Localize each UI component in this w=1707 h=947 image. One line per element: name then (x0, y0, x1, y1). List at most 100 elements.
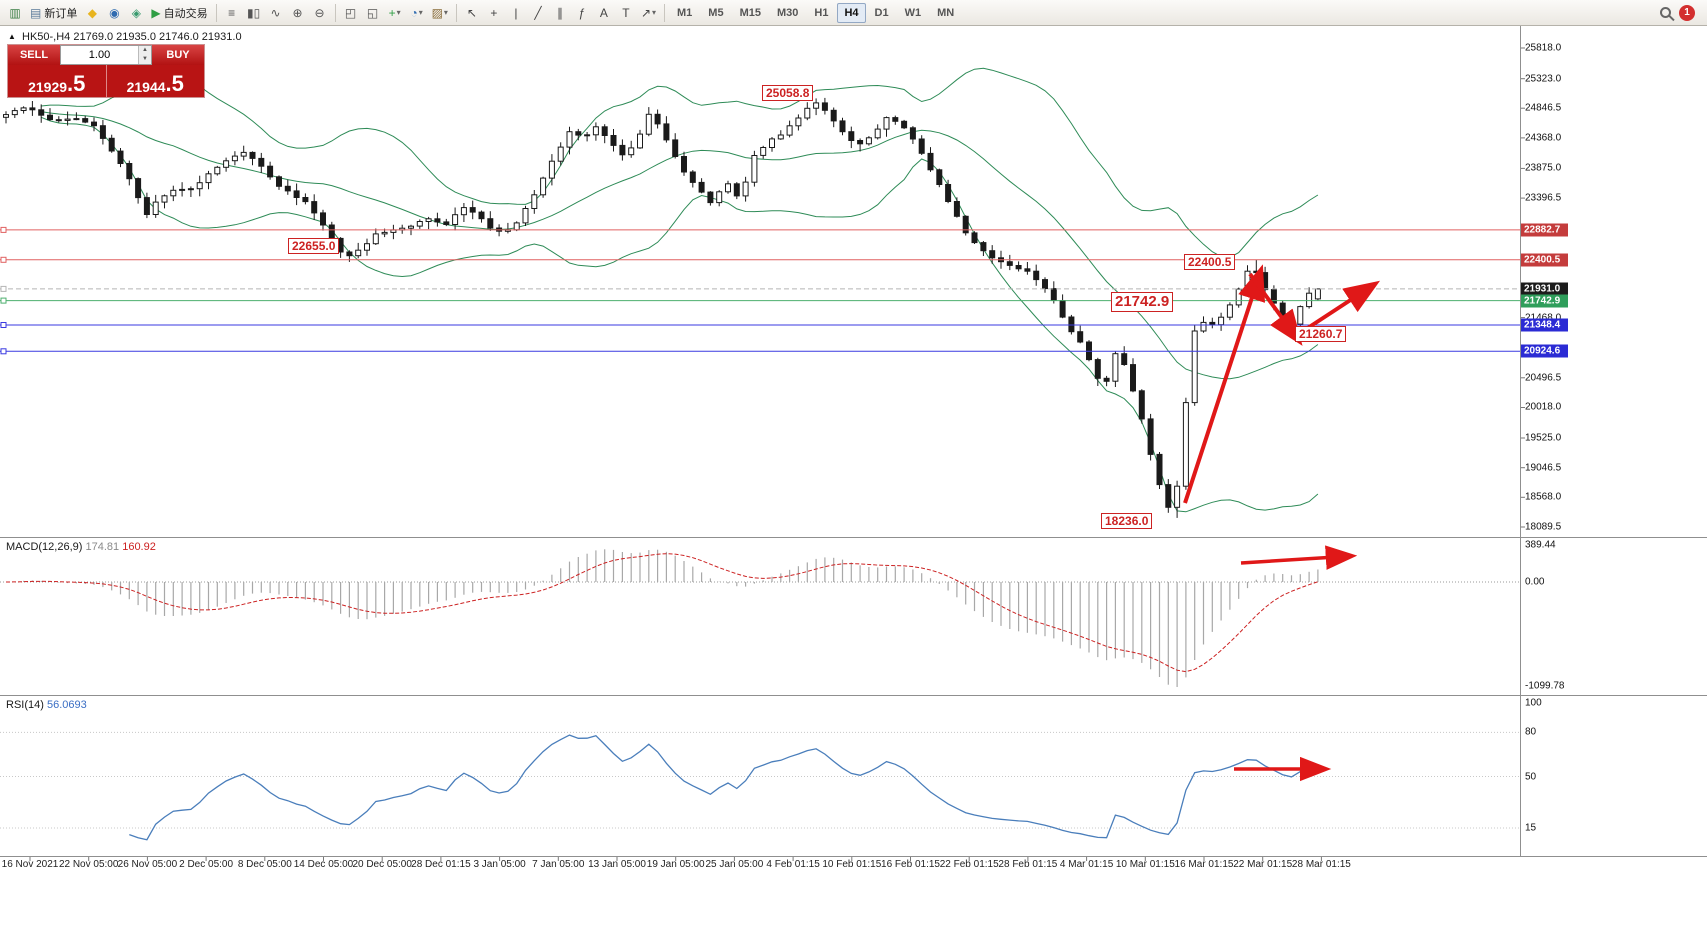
zoom-out-icon[interactable]: ⊖ (310, 3, 330, 23)
zoom-buttons: ⊕ ⊖ (287, 3, 331, 23)
text-tool-icon[interactable]: A (594, 3, 614, 23)
text-tool-icon: A (599, 5, 608, 20)
time-axis-separator (0, 856, 1707, 857)
autotrade-icon: ▶ (151, 5, 161, 20)
periods-button[interactable]: ◔ ▾ (407, 3, 427, 23)
timeframe-h4[interactable]: H4 (837, 2, 866, 23)
rsi-value: 56.0693 (46, 699, 87, 711)
macd-panel-separator[interactable] (0, 537, 1707, 538)
line-chart-icon[interactable]: ∿ (266, 3, 286, 23)
tile-windows-icon[interactable]: ◰ (341, 3, 361, 23)
toolbar-separator (664, 3, 666, 22)
macd-name: MACD(12,26,9) (6, 541, 83, 553)
fibonacci-tool-icon: ƒ (578, 5, 586, 20)
macd-indicator-label: MACD(12,26,9) 174.81 160.92 (6, 541, 156, 553)
sell-price-main: 21929 (28, 79, 68, 95)
new-chart-icon: ▥ (9, 5, 21, 20)
vertical-line-tool-icon[interactable]: | (506, 3, 526, 23)
new-order-button[interactable]: ▤ 新订单 (27, 3, 80, 23)
toolbar-separator (455, 3, 457, 22)
price-scale-separator (1520, 26, 1521, 856)
buy-price-main: 21944 (126, 79, 166, 95)
zoom-out-icon: ⊖ (314, 5, 325, 20)
arrows-tool-icon[interactable]: ↗ ▾ (638, 3, 659, 23)
sell-button[interactable]: SELL (8, 45, 60, 65)
crosshair-tool-icon[interactable]: + (484, 3, 504, 23)
window-buttons: ◰ ◱ (340, 3, 384, 23)
timeframe-mn[interactable]: MN (937, 6, 955, 19)
cursor-tool-icon: ↖ (466, 5, 477, 20)
timeframe-m15[interactable]: M15 (739, 6, 761, 19)
cascade-windows-icon[interactable]: ◱ (363, 3, 383, 23)
fibonacci-tool-icon[interactable]: ƒ (572, 3, 592, 23)
chart-type-buttons: ≡ ▮▯ ∿ (221, 3, 287, 23)
one-click-trading-panel: SELL ▲ ▼ BUY 21929 .5 21944 .5 (8, 45, 204, 97)
timeframe-m1[interactable]: M1 (677, 6, 693, 19)
line-study-buttons: ↖ + | ╱ ∥ ƒ A T ↗ ▾ (461, 3, 660, 23)
buy-button[interactable]: BUY (152, 45, 204, 65)
lot-size-input[interactable] (61, 46, 138, 64)
indicators-icon: + (388, 5, 396, 20)
trade-panel-top-row: SELL ▲ ▼ BUY (8, 45, 204, 65)
rsi-indicator-label: RSI(14) 56.0693 (6, 699, 87, 711)
trendline-tool-icon[interactable]: ╱ (528, 3, 548, 23)
dropdown-caret-icon: ▾ (443, 8, 448, 17)
timeframe-m5[interactable]: M5 (708, 6, 724, 19)
label-tool-icon[interactable]: T (616, 3, 636, 23)
zoom-in-icon[interactable]: ⊕ (288, 3, 308, 23)
rsi-name: RSI(14) (6, 699, 44, 711)
search-icon[interactable] (1660, 7, 1671, 18)
bar-chart-icon: ≡ (228, 5, 236, 20)
timeframe-d1[interactable]: D1 (874, 6, 889, 19)
dropdown-caret-icon: ▾ (418, 8, 423, 17)
zoom-in-icon: ⊕ (292, 5, 303, 20)
lot-decrease-button[interactable]: ▼ (139, 55, 151, 64)
macd-value-1: 174.81 (85, 541, 120, 553)
buy-price-display[interactable]: 21944 .5 (105, 65, 204, 97)
timeframe-w1[interactable]: W1 (904, 6, 922, 19)
bar-chart-icon[interactable]: ≡ (222, 3, 242, 23)
cascade-windows-icon: ◱ (366, 5, 379, 20)
arrows-tool-icon: ↗ (640, 5, 651, 20)
market-icon: ◈ (131, 5, 141, 20)
market-icon[interactable]: ◈ (126, 3, 146, 23)
sell-price-display[interactable]: 21929 .5 (8, 65, 106, 97)
rsi-panel-separator[interactable] (0, 695, 1707, 696)
toolbar-separator (334, 3, 336, 22)
dropdown-caret-icon: ▾ (652, 8, 657, 17)
new-order-label: 新订单 (44, 7, 78, 20)
dropdown-buttons: + ▾ ◔ ▾ ▨ ▾ (384, 3, 452, 23)
timeframe-m30[interactable]: M30 (776, 6, 799, 19)
lot-size-box: ▲ ▼ (60, 45, 152, 65)
vertical-line-tool-icon: | (514, 5, 518, 20)
toolbar-separator (215, 3, 217, 22)
toolbar-right-group: 1 (1660, 4, 1703, 21)
crosshair-tool-icon: + (490, 5, 498, 20)
community-icon[interactable]: ◉ (104, 3, 124, 23)
timeframe-h1[interactable]: H1 (814, 6, 829, 19)
trendline-tool-icon: ╱ (534, 5, 542, 20)
cursor-tool-icon[interactable]: ↖ (462, 3, 482, 23)
templates-icon: ▨ (431, 5, 443, 20)
metaeditor-icon[interactable]: ◆ (82, 3, 102, 23)
new-chart-button[interactable]: ▥ (5, 3, 25, 23)
one-click-collapse-icon[interactable]: ▲ (8, 32, 16, 41)
timeframe-buttons: M1 M5 M15 M30 H1 H4 D1 W1 MN (669, 2, 962, 23)
toolbar: ▥ ▤ 新订单 ◆ ◉ ◈ ▶ 自动交易 ≡ ▮▯ ∿ ⊕ ⊖ ◰ ◱ + ▾ ◔ ▾ ▨ ▾ ↖ + |… (0, 0, 1707, 26)
templates-button[interactable]: ▨ ▾ (429, 3, 451, 23)
lot-increase-button[interactable]: ▲ (139, 46, 151, 55)
indicators-button[interactable]: + ▾ (385, 3, 405, 23)
metaeditor-icon: ◆ (87, 5, 97, 20)
lot-spinner: ▲ ▼ (138, 46, 151, 64)
channel-tool-icon[interactable]: ∥ (550, 3, 570, 23)
macd-value-2: 160.92 (122, 541, 156, 553)
notification-badge[interactable]: 1 (1679, 4, 1695, 21)
dropdown-caret-icon: ▾ (396, 8, 401, 17)
trade-panel-price-row: 21929 .5 21944 .5 (8, 65, 204, 97)
toolbar-app-icons: ◆ ◉ ◈ (81, 3, 147, 23)
buy-price-frac: .5 (165, 71, 184, 97)
candlestick-chart-icon[interactable]: ▮▯ (244, 3, 264, 23)
autotrade-button[interactable]: ▶ 自动交易 (148, 3, 210, 23)
tile-windows-icon: ◰ (344, 5, 357, 20)
